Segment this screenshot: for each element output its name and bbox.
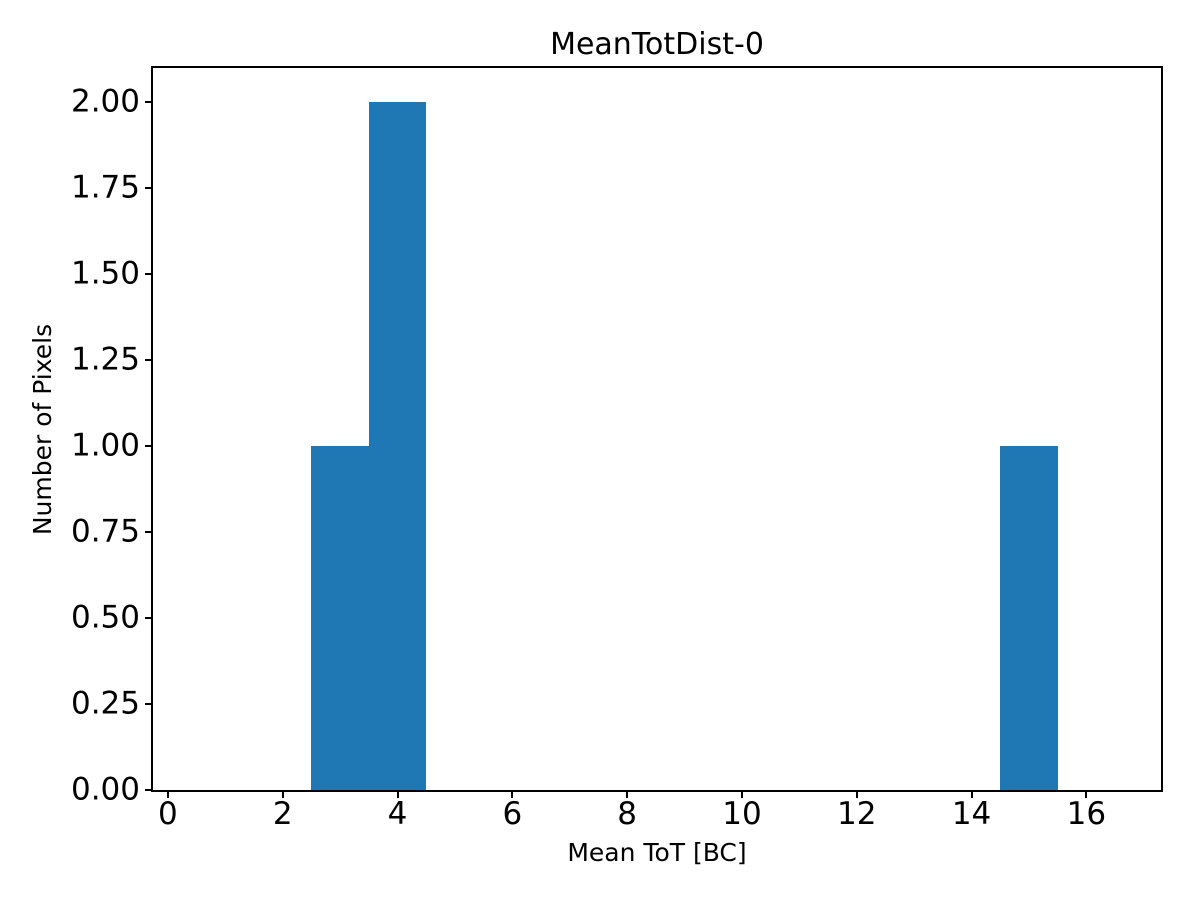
y-axis-label-wrap: Number of Pixels — [24, 66, 62, 792]
y-tick — [145, 617, 153, 620]
y-tick — [145, 359, 153, 362]
x-tick — [511, 790, 514, 798]
y-tick-label: 2.00 — [70, 83, 140, 120]
x-tick — [166, 790, 169, 798]
histogram-bar — [368, 102, 427, 790]
x-tick-label: 10 — [722, 796, 762, 832]
y-tick — [145, 101, 153, 104]
y-tick-label: 1.50 — [70, 255, 140, 292]
x-tick-label: 8 — [617, 796, 638, 832]
y-tick-label: 1.25 — [70, 341, 140, 378]
y-tick-label: 1.00 — [70, 427, 140, 464]
x-tick — [740, 790, 743, 798]
x-tick — [281, 790, 284, 798]
x-tick-label: 6 — [502, 796, 523, 832]
x-axis-label: Mean ToT [BC] — [567, 838, 747, 867]
y-tick — [145, 789, 153, 791]
histogram-bar — [1000, 446, 1058, 790]
y-tick — [145, 703, 153, 706]
x-tick — [970, 790, 973, 798]
y-tick — [145, 187, 153, 190]
x-tick-label: 0 — [158, 796, 178, 832]
y-tick-label: 0.75 — [70, 513, 140, 550]
chart-title: MeanTotDist-0 — [550, 27, 764, 62]
x-tick — [626, 790, 629, 798]
x-tick-label: 2 — [272, 796, 293, 832]
y-tick-label: 0.00 — [70, 771, 140, 808]
y-tick-label: 0.25 — [70, 685, 140, 722]
y-tick — [145, 531, 153, 534]
histogram-bar — [311, 446, 369, 790]
y-tick-label: 0.50 — [70, 599, 140, 636]
x-tick-label: 16 — [1066, 796, 1107, 832]
y-tick — [145, 445, 153, 448]
y-tick-label: 1.75 — [70, 169, 140, 206]
x-tick-label: 14 — [951, 796, 992, 832]
x-tick — [396, 790, 399, 798]
y-tick — [145, 273, 153, 276]
x-tick-label: 12 — [837, 796, 877, 832]
x-tick — [1085, 790, 1088, 798]
x-tick-label: 4 — [387, 796, 408, 832]
plot-area: 0 2 4 6 8 10 12 14 16 0.00 0.25 0.50 0.75 1.00 1.25 1.5… — [71, 66, 1163, 830]
x-tick — [855, 790, 858, 798]
y-axis-label: Number of Pixels — [28, 323, 58, 535]
